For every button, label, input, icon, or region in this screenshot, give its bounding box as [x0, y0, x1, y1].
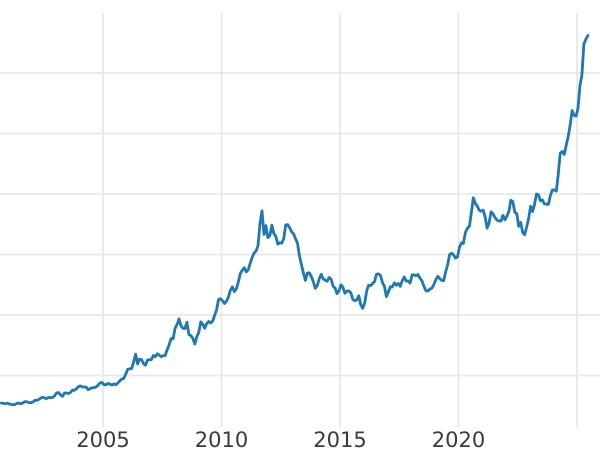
x-tick-label: 2005 — [76, 428, 129, 450]
x-tick-label: 2020 — [432, 428, 485, 450]
price-series-line — [0, 34, 590, 407]
x-tick-label: 2010 — [195, 428, 248, 450]
x-tick-label: 2015 — [313, 428, 366, 450]
